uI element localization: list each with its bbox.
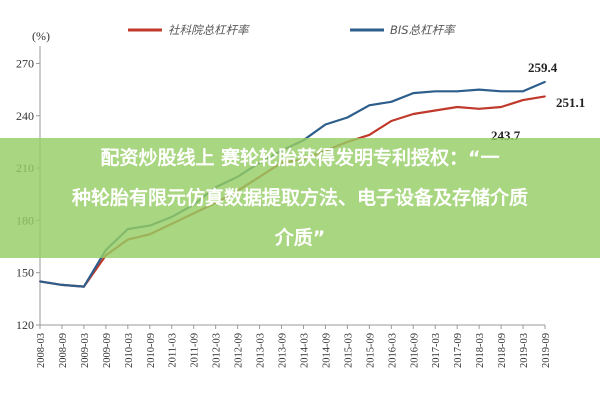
headline-line-1: 配资炒股线上 赛轮轮胎获得发明专利授权：“一	[100, 147, 500, 169]
x-tick-label: 2015-09	[365, 333, 376, 368]
x-tick-label: 2019-03	[519, 333, 530, 368]
x-tick-label: 2010-09	[146, 333, 157, 368]
data-point	[434, 90, 437, 93]
x-tick-label: 2009-09	[102, 333, 113, 368]
x-tick-label: 2018-03	[475, 333, 486, 368]
x-tick-label: 2014-09	[321, 333, 332, 368]
data-point	[324, 123, 327, 126]
data-point	[522, 90, 524, 93]
y-tick-label: 150	[16, 266, 34, 280]
x-tick-label: 2017-03	[431, 333, 442, 368]
data-point	[478, 88, 481, 91]
x-tick-label: 2010-03	[124, 333, 135, 368]
headline-line-2: 种轮胎有限元仿真数据提取方法、电子设备及存储介质	[71, 187, 528, 209]
data-point	[412, 113, 415, 115]
data-point	[456, 90, 459, 93]
y-tick-label: 240	[16, 109, 34, 123]
legend-label-bis: BIS总杠杆率	[390, 23, 456, 37]
x-tick-label: 2008-09	[58, 333, 69, 368]
x-tick-label: 2012-09	[234, 333, 245, 368]
data-point	[412, 92, 415, 94]
x-tick-label: 2013-09	[278, 333, 289, 368]
data-point	[368, 104, 371, 107]
headline-line-3: 介质”	[274, 227, 326, 249]
data-point	[390, 120, 393, 122]
x-tick-label: 2016-03	[387, 333, 398, 368]
data-point	[61, 283, 63, 286]
data-point	[83, 285, 85, 288]
annotation-cass-latest: 251.1	[556, 95, 585, 110]
y-axis-unit-label: (%)	[32, 29, 50, 43]
y-tick-label: 120	[16, 318, 34, 332]
x-tick-label: 2014-03	[299, 333, 310, 368]
x-tick-label: 2008-03	[36, 333, 47, 368]
data-point	[346, 116, 349, 119]
x-tick-label: 2018-09	[497, 333, 508, 368]
legend-label-cass: 社科院总杠杆率	[168, 23, 250, 37]
data-point	[544, 81, 546, 83]
y-tick-label: 270	[16, 56, 34, 70]
data-point	[522, 99, 524, 101]
data-point	[500, 106, 502, 108]
data-point	[434, 109, 437, 112]
data-point	[390, 100, 393, 103]
data-point	[500, 90, 502, 93]
data-point	[368, 134, 371, 136]
x-tick-label: 2017-09	[453, 333, 464, 368]
x-tick-label: 2011-03	[168, 333, 179, 368]
data-point	[456, 106, 459, 108]
data-point	[478, 107, 481, 110]
x-tick-label: 2013-03	[256, 333, 267, 368]
x-tick-label: 2015-03	[343, 333, 354, 368]
x-tick-label: 2012-03	[212, 333, 223, 368]
headline-banner[interactable]: 配资炒股线上 赛轮轮胎获得发明专利授权：“一 种轮胎有限元仿真数据提取方法、电子…	[0, 138, 600, 258]
x-tick-label: 2019-09	[541, 333, 552, 368]
x-tick-label: 2011-09	[190, 333, 201, 368]
data-point	[39, 280, 41, 283]
x-axis: 2008-03 2008-09 2009-03 2009-09 2010-03 2010-…	[36, 324, 552, 368]
annotation-bis-latest: 259.4	[528, 60, 558, 75]
data-point	[544, 95, 546, 98]
x-tick-label: 2016-09	[409, 333, 420, 368]
legend: 社科院总杠杆率 BIS总杠杆率	[128, 23, 456, 37]
x-tick-label: 2009-03	[80, 333, 91, 368]
